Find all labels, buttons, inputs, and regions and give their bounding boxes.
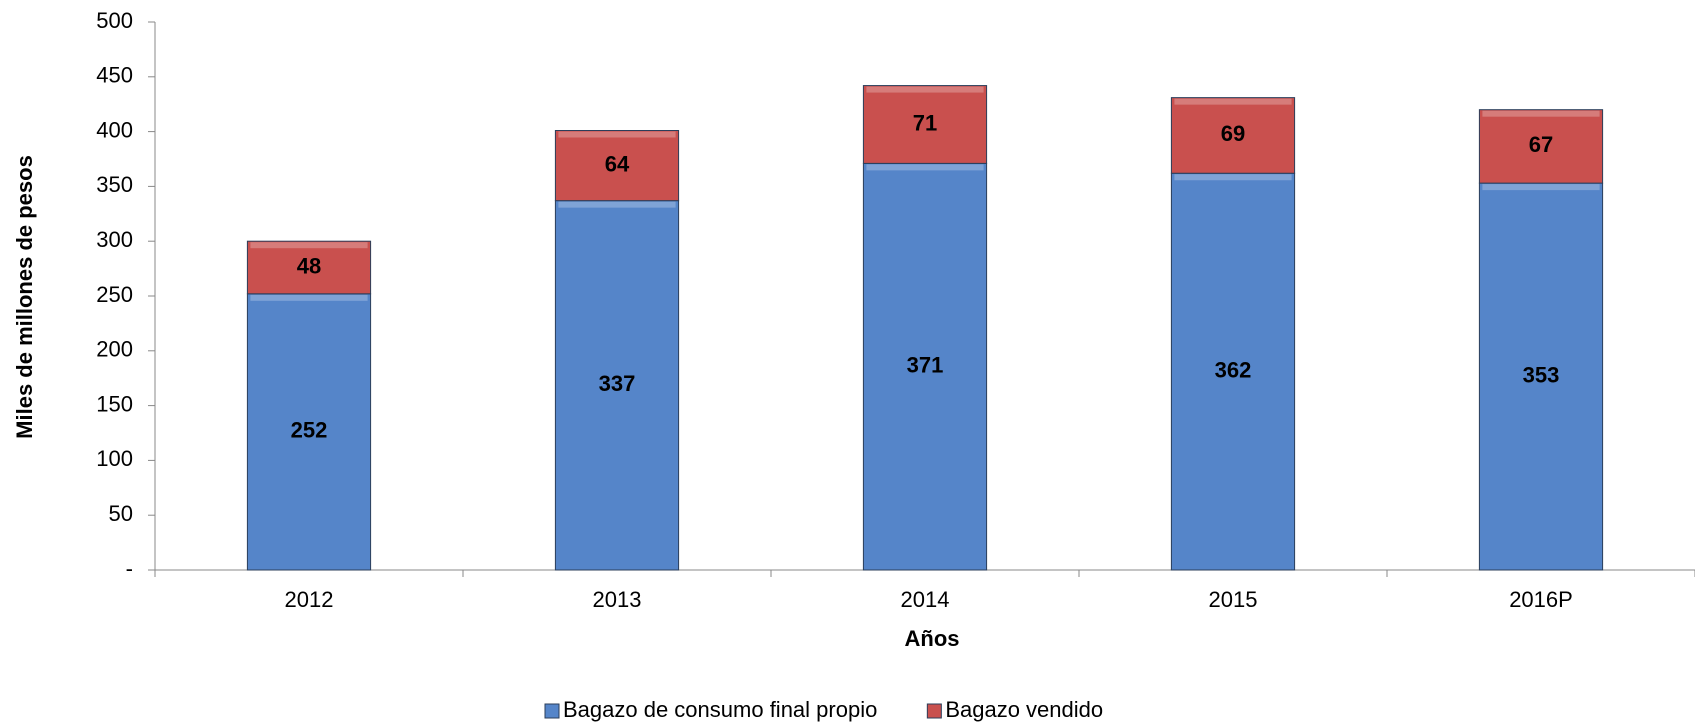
y-tick-label: 350 [96,172,133,197]
y-tick-label: - [126,556,133,581]
y-tick-label: 450 [96,63,133,88]
y-tick-label: 400 [96,117,133,142]
bar-segment [1170,172,1296,571]
x-axis-label: Años [905,626,960,651]
bar-highlight [1174,98,1292,105]
legend-label: Bagazo vendido [945,697,1103,722]
data-label: 337 [599,371,636,396]
data-label: 252 [291,418,328,443]
x-tick-label: 2014 [901,587,950,612]
legend-swatch [544,703,560,719]
bar-segment [554,130,680,202]
y-axis-label: Miles de millones de pesos [12,155,37,439]
bar-segment [862,85,988,164]
data-label: 64 [605,151,630,176]
y-tick-label: 200 [96,337,133,362]
bar-segment [246,240,372,295]
bar-highlight [1482,184,1600,191]
y-tick-label: 300 [96,227,133,252]
x-tick-label: 2013 [593,587,642,612]
bar-highlight [558,131,676,138]
x-tick-label: 2012 [285,587,334,612]
bar-segment [1478,182,1604,571]
y-tick-label: 500 [96,8,133,33]
bar-segment [862,162,988,571]
x-tick-label: 2016P [1509,587,1573,612]
bar-highlight [866,164,984,171]
bar-highlight [866,86,984,93]
y-tick-label: 50 [109,501,133,526]
data-label: 362 [1215,357,1252,382]
bar-highlight [558,201,676,208]
data-label: 69 [1221,121,1245,146]
bar-highlight [1174,174,1292,181]
data-label: 67 [1529,132,1553,157]
bar-segment [1170,97,1296,174]
bar-highlight [250,294,368,301]
y-tick-label: 250 [96,282,133,307]
data-label: 353 [1523,362,1560,387]
data-label: 48 [297,253,321,278]
y-tick-label: 100 [96,446,133,471]
data-label: 71 [913,110,937,135]
y-tick-label: 150 [96,391,133,416]
bar-segment [1478,109,1604,184]
x-tick-label: 2015 [1209,587,1258,612]
legend-label: Bagazo de consumo final propio [563,697,877,722]
bar-highlight [250,242,368,249]
data-label: 371 [907,353,944,378]
legend-swatch [926,703,942,719]
bar-highlight [1482,110,1600,117]
